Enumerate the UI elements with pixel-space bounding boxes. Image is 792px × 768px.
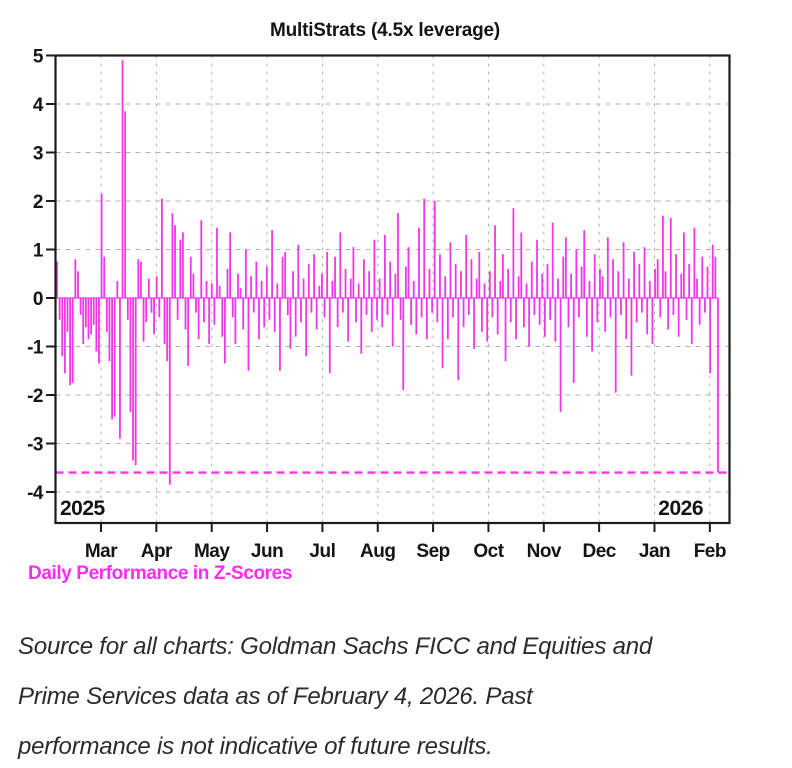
- svg-text:5: 5: [33, 47, 44, 68]
- month-labels: Mar Apr May Jun Jul Aug Sep Oct Nov Dec Jan Feb: [85, 541, 727, 562]
- caption-line-1: Source for all charts: Goldman Sachs FIC…: [18, 633, 653, 660]
- zscore-bar-chart: 5 4 3 2 1 0 -1 -2 -3 -4 Mar Apr May Jun Jul Aug Sep Oct No…: [27, 47, 731, 562]
- svg-text:-4: -4: [27, 483, 44, 504]
- y-axis-ticks: [46, 54, 56, 493]
- chart-bottom-label: Daily Performance in Z-Scores: [28, 563, 293, 584]
- y-tick-labels: 5 4 3 2 1 0 -1 -2 -3 -4: [27, 47, 44, 505]
- daily-zscore-bars: [56, 60, 719, 485]
- svg-text:Feb: Feb: [694, 541, 726, 562]
- svg-text:Oct: Oct: [473, 541, 504, 562]
- svg-text:-1: -1: [27, 338, 44, 359]
- svg-text:May: May: [194, 541, 230, 562]
- svg-text:Apr: Apr: [141, 541, 173, 562]
- source-caption: Source for all charts: Goldman Sachs FIC…: [18, 622, 778, 768]
- svg-text:Sep: Sep: [416, 541, 449, 562]
- svg-text:4: 4: [33, 95, 44, 116]
- plot-border: [54, 54, 731, 525]
- svg-text:-2: -2: [27, 386, 43, 407]
- svg-text:Jan: Jan: [639, 541, 670, 562]
- svg-text:Jun: Jun: [251, 541, 283, 562]
- x-axis-ticks: [100, 523, 711, 532]
- svg-text:Aug: Aug: [360, 541, 395, 562]
- svg-text:Jul: Jul: [309, 541, 335, 562]
- year-label-left: 2025: [60, 497, 106, 520]
- caption-line-3: performance is not indicative of future …: [18, 733, 493, 760]
- svg-text:0: 0: [33, 289, 43, 310]
- svg-text:Nov: Nov: [527, 541, 562, 562]
- caption-line-2: Prime Services data as of February 4, 20…: [18, 683, 533, 710]
- svg-text:-3: -3: [27, 435, 43, 456]
- svg-text:2: 2: [33, 192, 43, 213]
- chart-title: MultiStrats (4.5x leverage): [269, 20, 501, 41]
- svg-text:3: 3: [33, 144, 43, 165]
- svg-text:Mar: Mar: [85, 541, 118, 562]
- svg-text:1: 1: [33, 241, 44, 262]
- svg-text:Dec: Dec: [582, 541, 616, 562]
- year-label-right: 2026: [658, 497, 703, 520]
